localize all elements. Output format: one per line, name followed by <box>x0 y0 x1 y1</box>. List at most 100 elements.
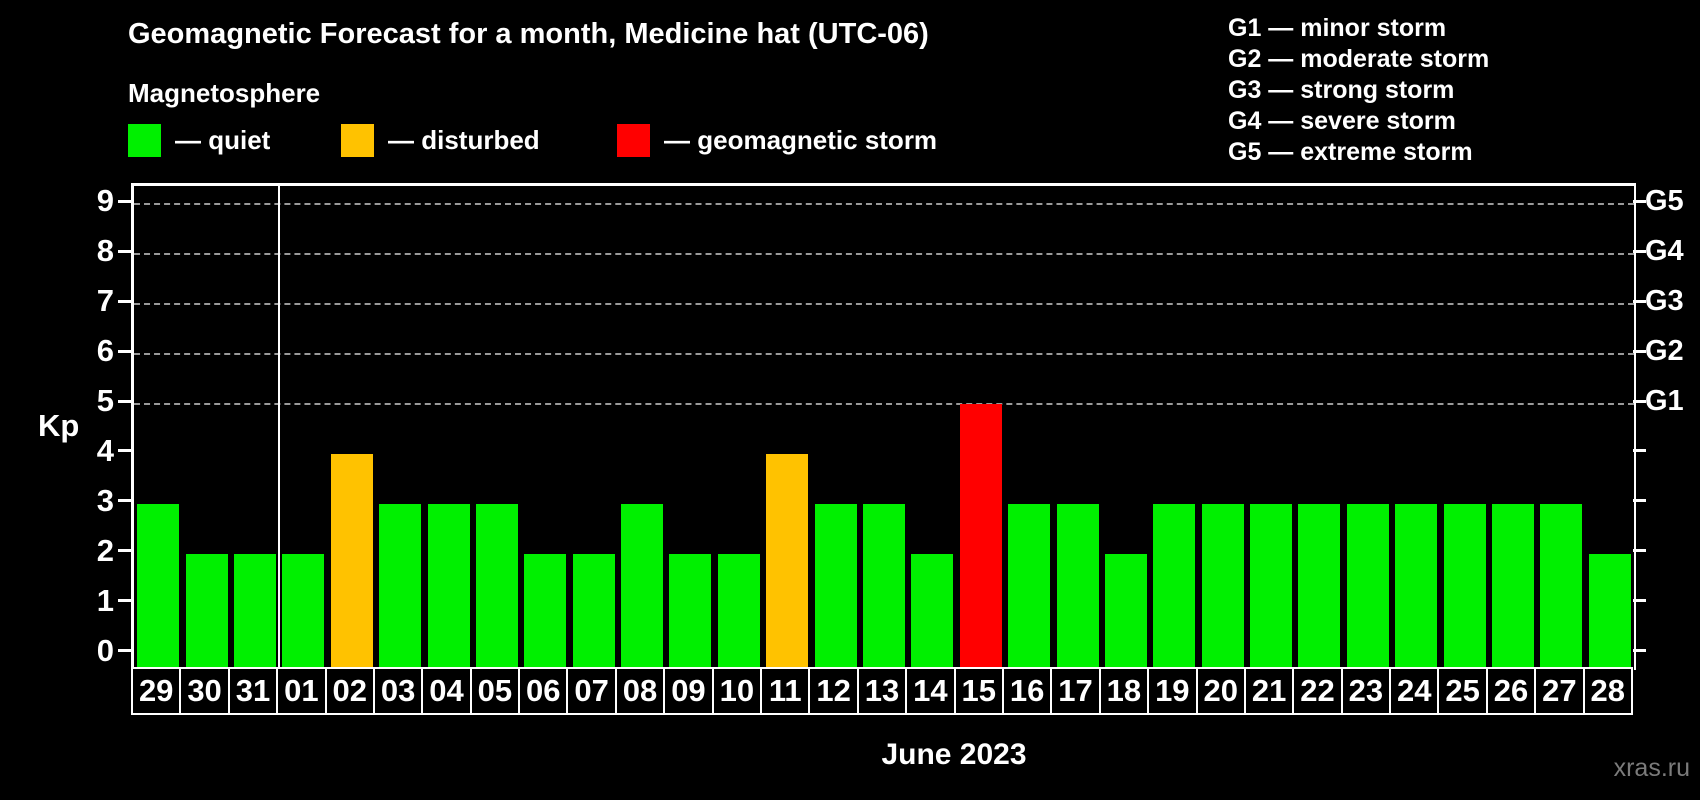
kp-bar-12 <box>814 503 857 670</box>
gridline <box>134 353 1634 356</box>
day-cell-06: 06 <box>518 667 569 715</box>
y-tick-left <box>118 599 131 603</box>
day-cell-31: 31 <box>227 667 279 715</box>
day-cell-04: 04 <box>421 667 472 715</box>
kp-bar-17 <box>1056 503 1099 670</box>
day-cell-27: 27 <box>1534 667 1585 715</box>
g-legend-row-g3: G3 — strong storm <box>1228 76 1455 104</box>
kp-bar-23 <box>1346 503 1389 670</box>
y-axis-title: Kp <box>38 408 80 443</box>
kp-bar-28 <box>1588 553 1631 670</box>
legend-item-disturbed: — disturbed <box>341 124 540 157</box>
day-cell-24: 24 <box>1389 667 1440 715</box>
day-cell-17: 17 <box>1050 667 1101 715</box>
day-cell-25: 25 <box>1437 667 1488 715</box>
kp-bar-04 <box>427 503 470 670</box>
y-tick-label: 8 <box>96 233 114 269</box>
day-cell-26: 26 <box>1485 667 1537 715</box>
y-tick-right <box>1633 649 1646 652</box>
day-cell-13: 13 <box>856 667 908 715</box>
kp-bar-20 <box>1201 503 1244 670</box>
y-tick-right <box>1633 199 1646 203</box>
watermark: xras.ru <box>1613 754 1690 782</box>
y-tick-label: 9 <box>96 183 114 219</box>
day-cell-18: 18 <box>1098 667 1150 715</box>
g-legend-row-g2: G2 — moderate storm <box>1228 45 1490 73</box>
x-axis-title: June 2023 <box>881 738 1027 771</box>
day-cell-28: 28 <box>1582 667 1633 715</box>
y-tick-label: 3 <box>96 482 114 518</box>
kp-bar-21 <box>1250 503 1293 670</box>
y-tick-label: 2 <box>96 532 114 568</box>
kp-bar-22 <box>1298 503 1341 670</box>
gridline <box>134 203 1634 206</box>
y-tick-label: 6 <box>96 333 114 369</box>
kp-bar-18 <box>1104 553 1147 670</box>
y-tick-right <box>1633 599 1646 603</box>
gridline <box>134 303 1634 306</box>
kp-bar-31 <box>233 553 276 670</box>
y-tick-left <box>118 449 131 453</box>
y-tick-left <box>118 499 131 503</box>
legend-label-storm: — geomagnetic storm <box>664 125 938 155</box>
g-legend-row-g5: G5 — extreme storm <box>1228 138 1473 166</box>
y-tick-left <box>118 649 131 652</box>
kp-bar-07 <box>572 553 615 670</box>
day-cell-03: 03 <box>372 667 424 715</box>
day-cell-21: 21 <box>1243 667 1295 715</box>
y-tick-left <box>118 199 131 203</box>
day-cell-20: 20 <box>1195 667 1246 715</box>
day-cell-01: 01 <box>276 667 327 715</box>
legend-label-quiet: — quiet <box>175 125 271 155</box>
day-cell-23: 23 <box>1340 667 1392 715</box>
gridline <box>134 253 1634 256</box>
y-tick-label: 0 <box>96 632 114 668</box>
day-cell-16: 16 <box>1001 667 1053 715</box>
day-cell-09: 09 <box>663 667 714 715</box>
g-legend-row-g1: G1 — minor storm <box>1228 14 1447 42</box>
disturbed-color-swatch <box>341 124 374 157</box>
kp-bar-25 <box>1443 503 1486 670</box>
chart-title: Geomagnetic Forecast for a month, Medici… <box>128 18 929 50</box>
y-tick-left <box>118 249 131 253</box>
day-cell-22: 22 <box>1292 667 1343 715</box>
g-level-label-g4: G4 <box>1645 235 1684 268</box>
kp-bar-14 <box>911 553 954 670</box>
kp-bar-11 <box>766 453 809 670</box>
day-cell-14: 14 <box>905 667 956 715</box>
day-cell-30: 30 <box>179 667 230 715</box>
y-tick-left <box>118 349 131 353</box>
day-label-row: 29 30 31 01 02 03 04 05 06 07 08 09 10 11 12 13 14 15 16 17… <box>131 667 1635 715</box>
y-tick-right <box>1633 449 1646 453</box>
kp-bar-26 <box>1492 503 1535 670</box>
kp-bar-19 <box>1153 503 1196 670</box>
g-level-label-g3: G3 <box>1645 285 1684 318</box>
y-tick-label: 4 <box>96 432 114 468</box>
g-level-label-g1: G1 <box>1645 385 1684 417</box>
y-tick-left <box>118 549 131 553</box>
magnetosphere-label: Magnetosphere <box>128 78 321 108</box>
y-tick-label: 1 <box>96 582 114 618</box>
day-cell-29: 29 <box>131 667 182 715</box>
kp-bar-03 <box>379 503 422 670</box>
kp-bar-16 <box>1008 503 1051 670</box>
day-cell-02: 02 <box>324 667 375 715</box>
legend-item-storm: — geomagnetic storm <box>617 124 937 157</box>
g-level-label-g5: G5 <box>1645 185 1684 218</box>
kp-bar-27 <box>1540 503 1583 670</box>
day-cell-08: 08 <box>614 667 666 715</box>
day-cell-07: 07 <box>566 667 617 715</box>
kp-bar-24 <box>1395 503 1438 670</box>
y-tick-right <box>1633 499 1646 503</box>
day-cell-19: 19 <box>1147 667 1198 715</box>
kp-bar-30 <box>185 553 228 670</box>
kp-bar-10 <box>717 553 760 670</box>
kp-bar-01 <box>282 553 325 670</box>
plot-area <box>131 183 1636 670</box>
gridline <box>134 403 1634 405</box>
y-tick-right <box>1633 299 1646 303</box>
day-cell-05: 05 <box>469 667 521 715</box>
y-tick-right <box>1633 399 1646 403</box>
kp-bar-02 <box>330 453 373 670</box>
g-scale-legend: G1 — minor storm G2 — moderate storm G3 … <box>1228 13 1489 168</box>
